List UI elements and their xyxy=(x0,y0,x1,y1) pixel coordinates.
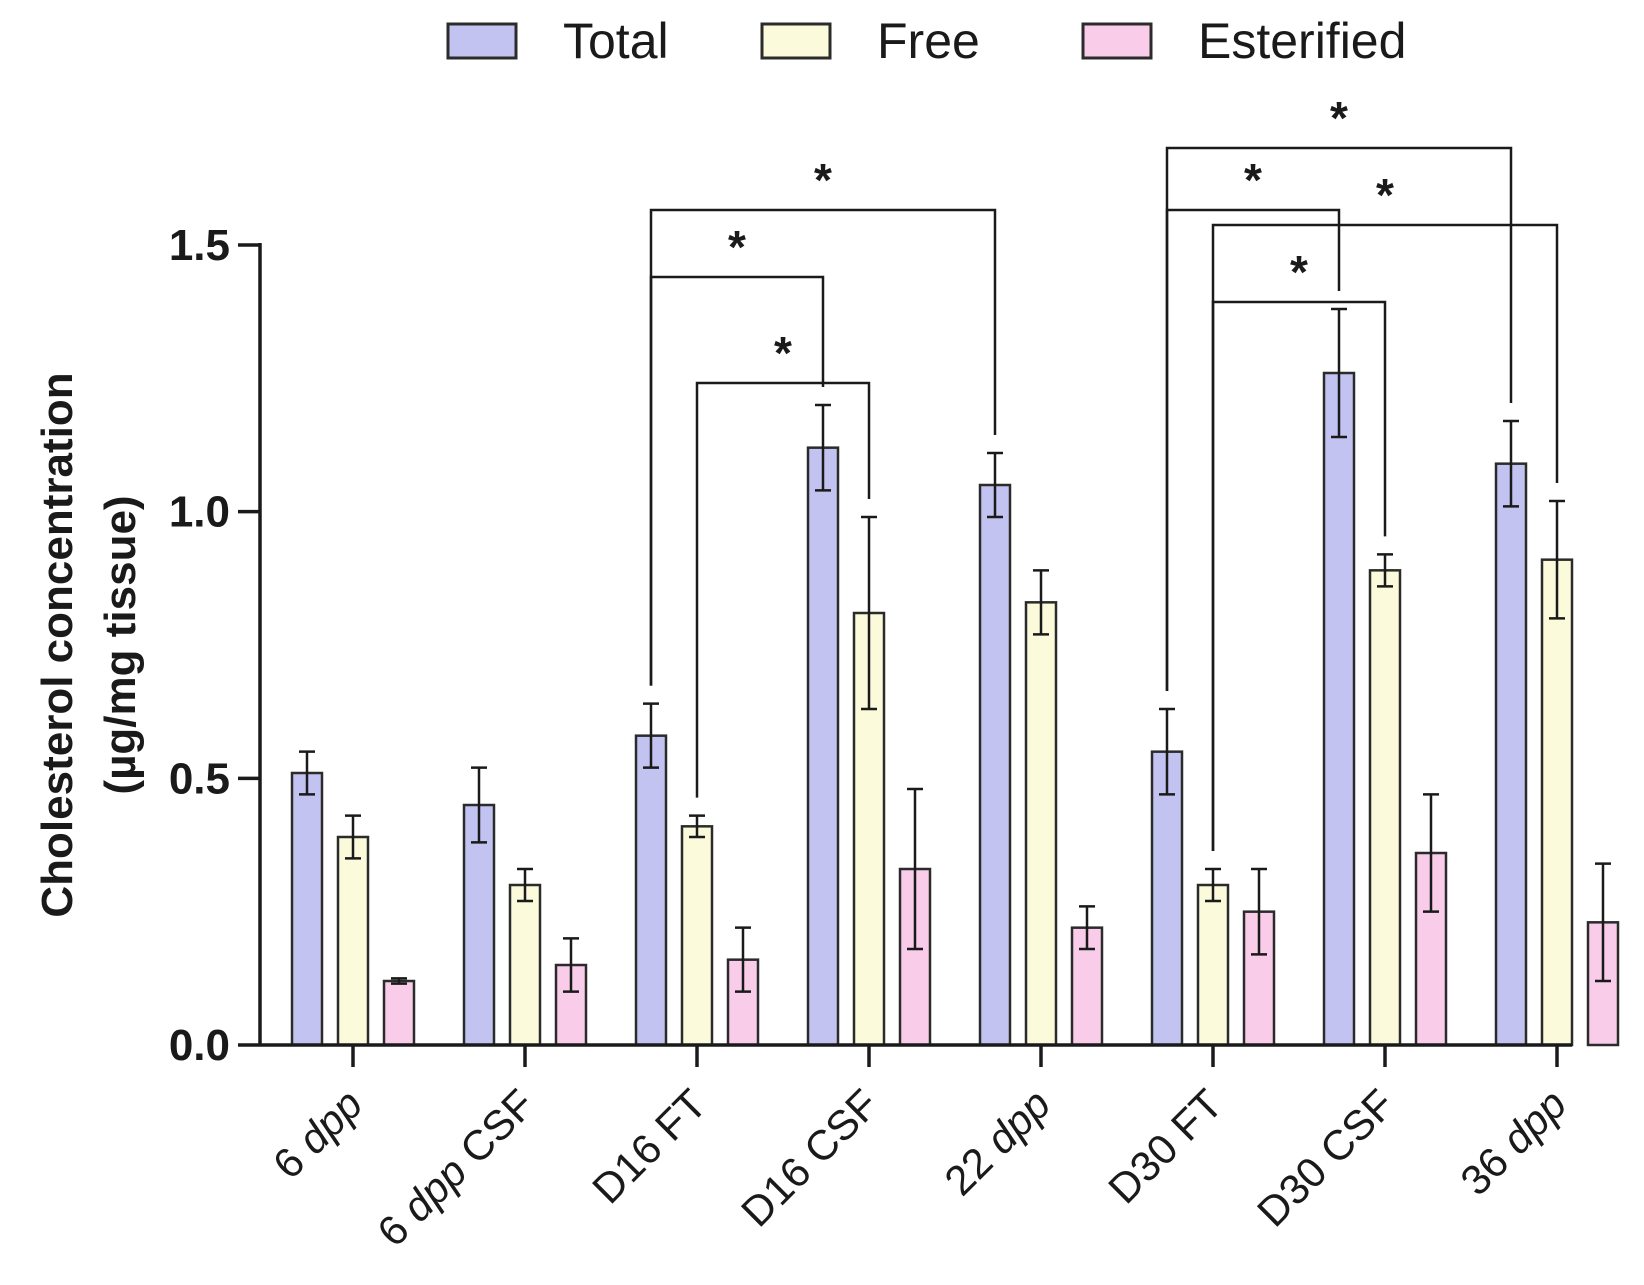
error-bar xyxy=(1331,307,1347,439)
significance-star: * xyxy=(814,154,832,206)
bar-esterified-0 xyxy=(382,979,416,1047)
x-tick-label: D30 CSF xyxy=(1248,1080,1403,1235)
y-axis: 0.0 0.5 1.0 1.5 xyxy=(169,221,262,1070)
legend-swatch-esterified xyxy=(1081,22,1153,60)
bar-total-5 xyxy=(1150,750,1184,1047)
x-tick-label: 36 dpp xyxy=(1451,1080,1575,1204)
legend-label-free: Free xyxy=(877,13,980,69)
error-bar xyxy=(815,403,831,492)
error-bar xyxy=(1079,905,1095,951)
y-tick-label: 0.0 xyxy=(169,1021,230,1070)
y-tick-label: 0.5 xyxy=(169,754,230,803)
bar-free-2 xyxy=(680,825,714,1047)
error-bar xyxy=(1377,553,1393,588)
legend-label-esterified: Esterified xyxy=(1198,13,1406,69)
bar-total-4 xyxy=(978,483,1012,1047)
error-bar xyxy=(643,702,659,769)
error-bar xyxy=(517,867,533,903)
error-bar xyxy=(391,977,407,985)
bar-free-5 xyxy=(1196,883,1230,1047)
y-axis-label: Cholesterol concentration xyxy=(33,372,82,917)
significance-star: * xyxy=(1376,169,1394,221)
error-bar xyxy=(987,451,1003,519)
x-tick-label: 22 dpp xyxy=(935,1080,1059,1204)
bar-free-1 xyxy=(508,883,542,1047)
x-tick-label: 6 dpp CSF xyxy=(368,1080,543,1255)
error-bar xyxy=(861,515,877,711)
error-bar xyxy=(1205,867,1221,903)
significance-brackets: * * * * * * * xyxy=(649,92,1559,851)
significance-star: * xyxy=(774,327,792,379)
significance-bracket xyxy=(649,208,997,686)
error-bars xyxy=(299,307,1611,993)
y-tick-label: 1.0 xyxy=(169,488,230,537)
x-tick-label: 6 dpp xyxy=(264,1080,372,1188)
bar-free-6 xyxy=(1368,569,1402,1047)
y-tick-label: 1.5 xyxy=(169,221,230,270)
legend-swatch-total xyxy=(446,22,518,60)
x-tick-label: D16 CSF xyxy=(732,1080,887,1235)
bar-total-6 xyxy=(1322,371,1356,1047)
bar-total-7 xyxy=(1494,462,1528,1047)
bar-total-0 xyxy=(290,771,324,1047)
error-bar xyxy=(563,937,579,993)
significance-star: * xyxy=(728,221,746,273)
significance-bracket xyxy=(1211,300,1387,851)
bar-free-7 xyxy=(1540,558,1574,1047)
significance-star: * xyxy=(1244,154,1262,206)
error-bar xyxy=(735,926,751,993)
error-bar xyxy=(1159,707,1175,796)
x-tick-label: D16 FT xyxy=(583,1080,715,1212)
significance-bracket xyxy=(1165,208,1341,691)
error-bar xyxy=(1251,867,1267,956)
error-bar xyxy=(1423,793,1439,913)
bars xyxy=(290,371,1620,1047)
error-bar xyxy=(345,814,361,860)
legend-label-total: Total xyxy=(563,13,669,69)
significance-bracket xyxy=(649,275,825,686)
error-bar xyxy=(689,814,705,839)
error-bar xyxy=(1595,862,1611,983)
bar-total-3 xyxy=(806,446,840,1047)
bar-free-4 xyxy=(1024,601,1058,1047)
error-bar xyxy=(1549,499,1565,620)
significance-star: * xyxy=(1290,246,1308,298)
error-bar xyxy=(471,766,487,844)
error-bar xyxy=(299,750,315,796)
bar-total-1 xyxy=(462,803,496,1047)
bar-free-0 xyxy=(336,835,370,1047)
significance-bracket xyxy=(1211,223,1559,851)
error-bar xyxy=(1033,569,1049,636)
bar-total-2 xyxy=(634,734,668,1047)
error-bar xyxy=(1503,419,1519,508)
x-tick-label: D30 FT xyxy=(1099,1080,1231,1212)
legend-swatch-free xyxy=(760,22,832,60)
significance-star: * xyxy=(1330,92,1348,144)
y-axis-units-label: (µg/mg tissue) xyxy=(96,495,145,794)
significance-bracket xyxy=(695,381,871,798)
error-bar xyxy=(907,787,923,951)
legend: Total Free Esterified xyxy=(446,13,1406,69)
significance-bracket xyxy=(1165,146,1513,691)
